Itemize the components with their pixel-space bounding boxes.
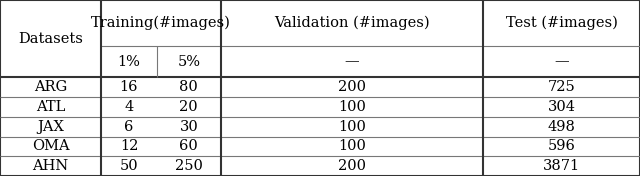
Text: 100: 100 (338, 100, 366, 114)
Text: —: — (345, 55, 359, 69)
Text: 250: 250 (175, 159, 203, 173)
Text: ATL: ATL (36, 100, 65, 114)
Text: 100: 100 (338, 139, 366, 153)
Text: Validation (#images): Validation (#images) (274, 16, 430, 30)
Text: 20: 20 (179, 100, 198, 114)
Text: 3871: 3871 (543, 159, 580, 173)
Text: Test (#images): Test (#images) (506, 16, 618, 30)
Text: Datasets: Datasets (18, 32, 83, 46)
Text: 16: 16 (120, 80, 138, 94)
Text: OMA: OMA (32, 139, 69, 153)
Text: 4: 4 (124, 100, 134, 114)
Text: 100: 100 (338, 120, 366, 134)
Text: 304: 304 (548, 100, 575, 114)
Text: 12: 12 (120, 139, 138, 153)
Text: 200: 200 (338, 159, 366, 173)
Text: JAX: JAX (37, 120, 64, 134)
Text: 6: 6 (124, 120, 134, 134)
Text: 30: 30 (179, 120, 198, 134)
Text: 50: 50 (120, 159, 138, 173)
Text: ARG: ARG (34, 80, 67, 94)
Text: AHN: AHN (33, 159, 68, 173)
Text: 80: 80 (179, 80, 198, 94)
Text: 60: 60 (179, 139, 198, 153)
Text: —: — (554, 55, 569, 69)
Text: Training(#images): Training(#images) (91, 16, 231, 30)
Text: 200: 200 (338, 80, 366, 94)
Text: 1%: 1% (118, 55, 140, 69)
Text: 725: 725 (548, 80, 575, 94)
Text: 498: 498 (548, 120, 575, 134)
Text: 596: 596 (548, 139, 575, 153)
Text: 5%: 5% (177, 55, 200, 69)
